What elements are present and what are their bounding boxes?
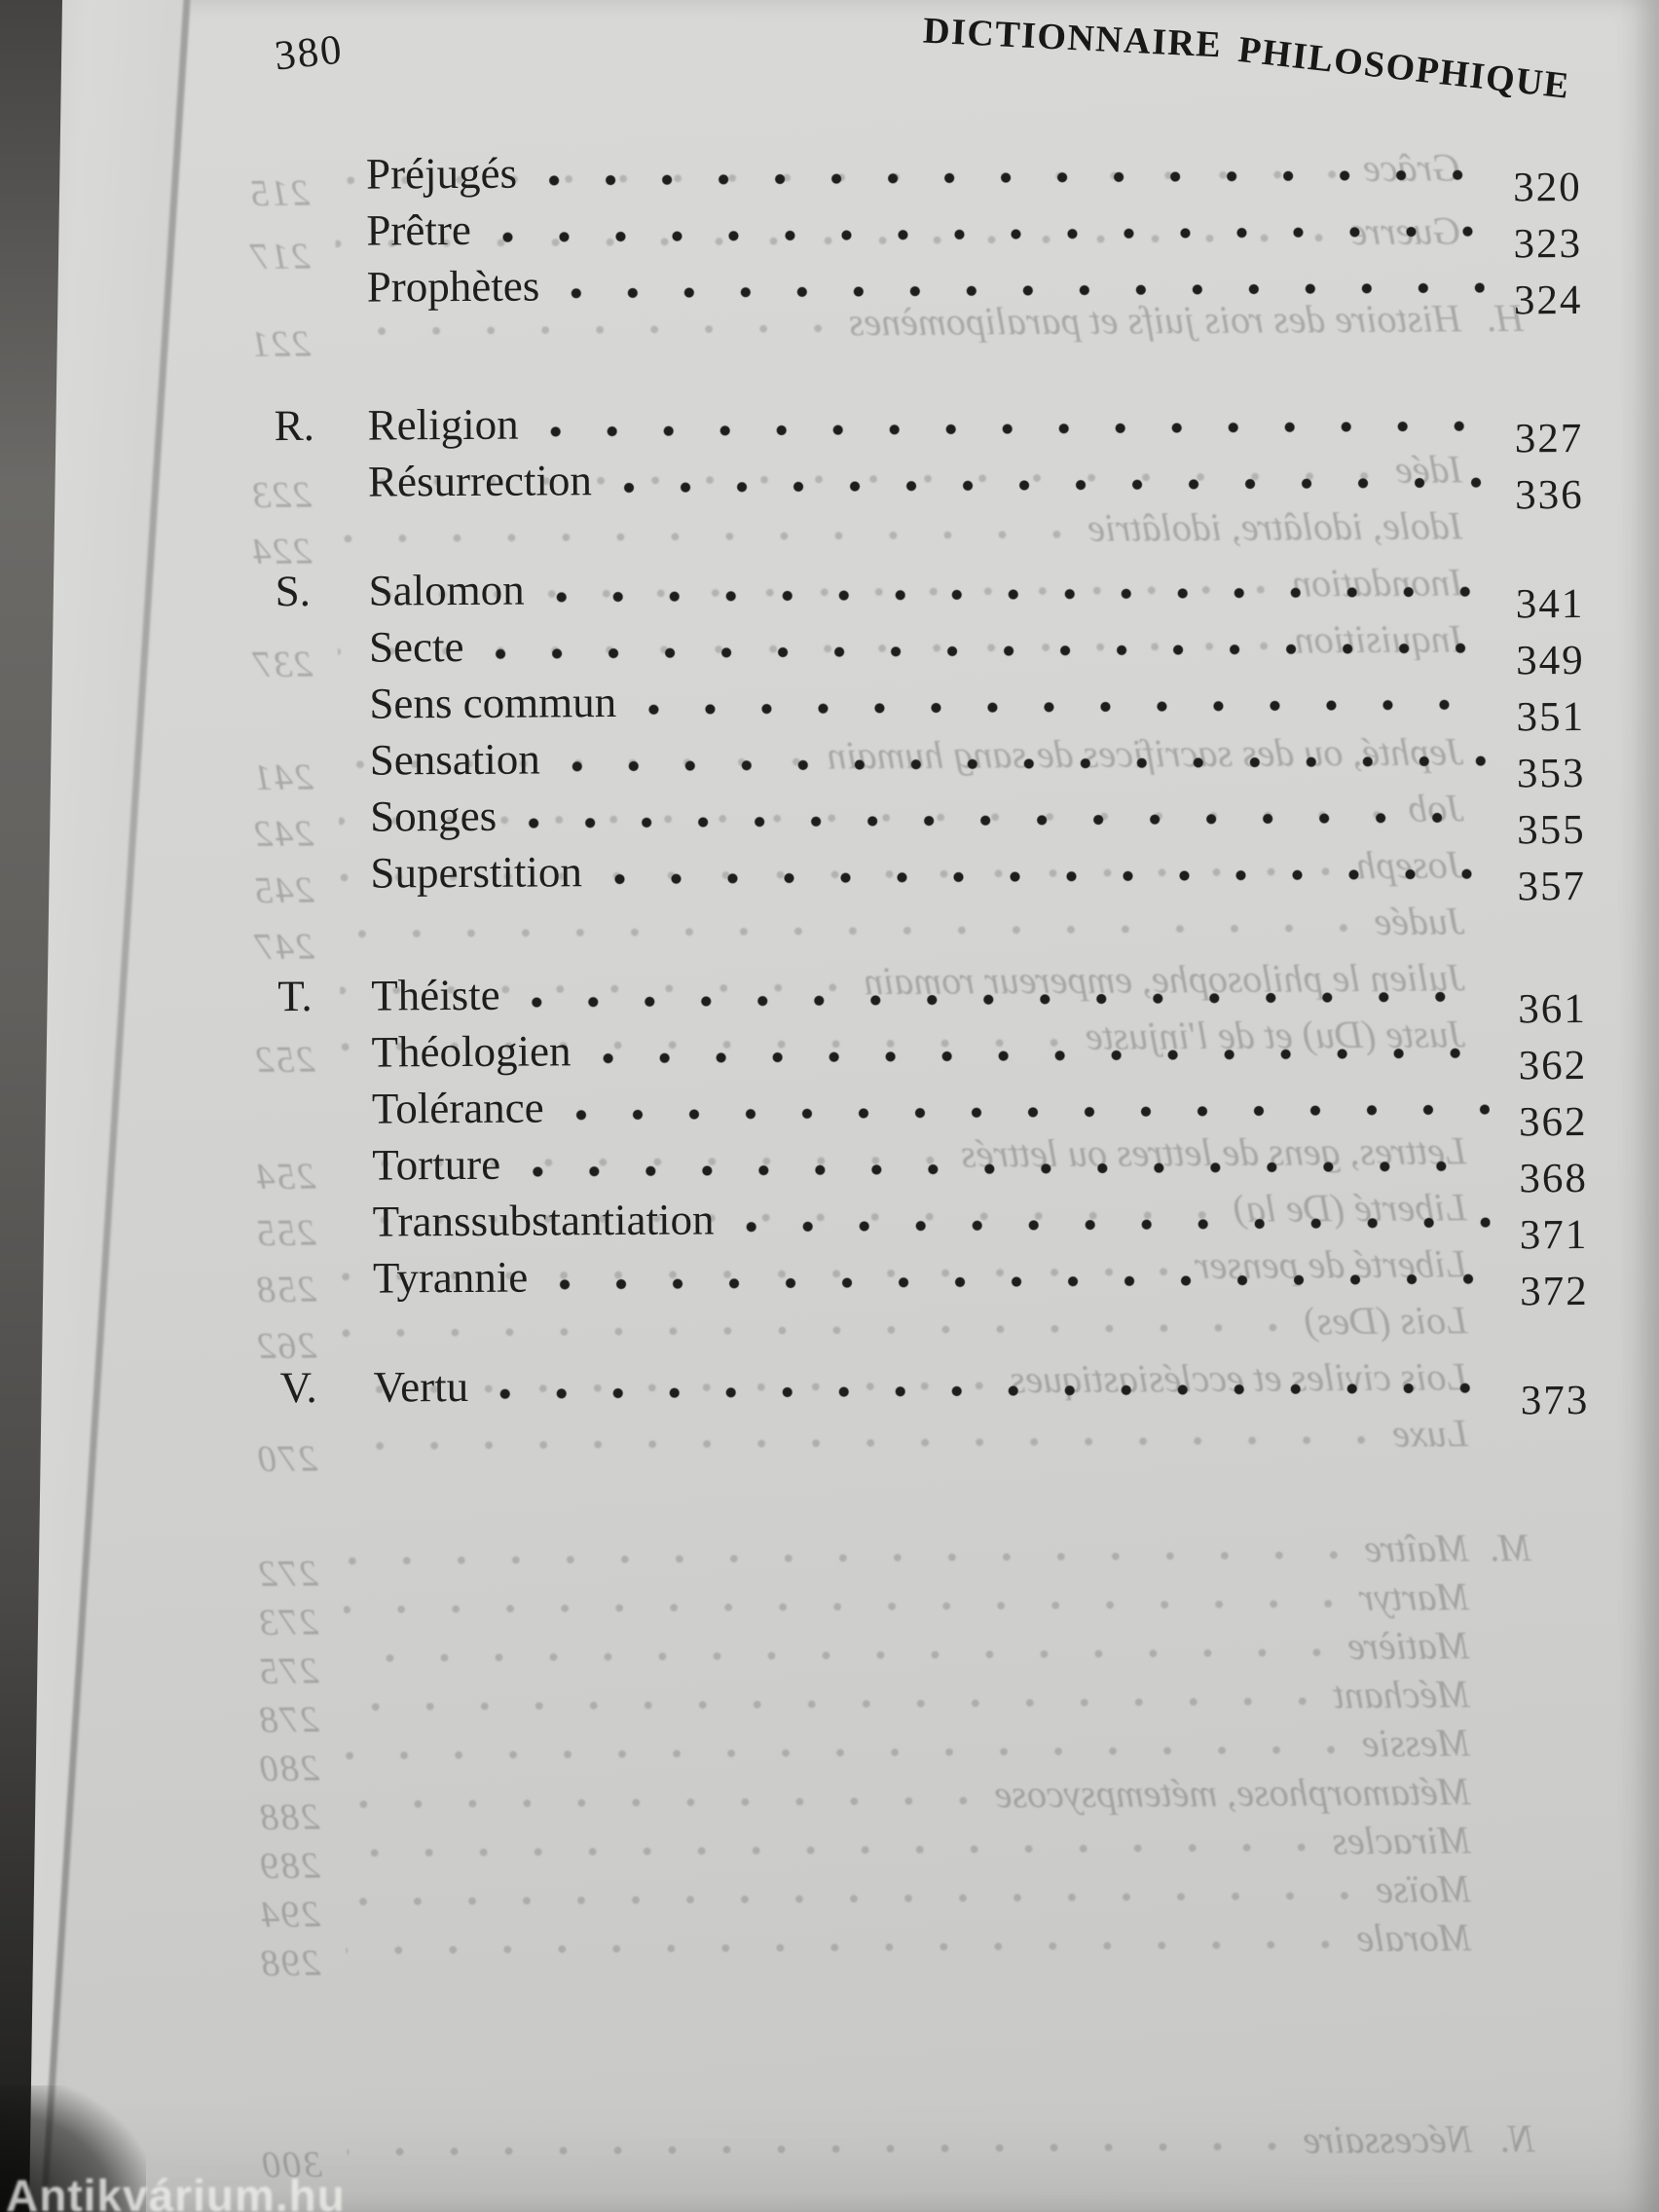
- entry-page-number: 362: [1518, 1098, 1588, 1146]
- entry-label: Vertu: [373, 1361, 469, 1412]
- dot-leader: [491, 638, 1488, 664]
- toc-row: Théologien 362: [277, 1011, 1607, 1088]
- toc-section: T. Théiste 361 Théologien 362 Tolérance …: [277, 954, 1609, 1315]
- entry-page-number: 373: [1520, 1377, 1590, 1424]
- dot-leader: [551, 581, 1487, 608]
- section-letter: S.: [275, 566, 312, 616]
- section-letter: T.: [277, 971, 313, 1021]
- dot-leader: [524, 807, 1489, 833]
- section-letter: R.: [274, 400, 315, 451]
- dot-leader: [496, 1378, 1492, 1404]
- section-letter: [275, 504, 368, 505]
- entry-page-number: 357: [1517, 863, 1587, 910]
- bleed-through-row: Morale 298: [239, 1902, 1533, 1984]
- dot-leader: [644, 694, 1488, 719]
- entry-page-number: 355: [1517, 806, 1586, 854]
- toc-row: Résurrection 336: [275, 440, 1604, 518]
- entry-label: Prophètes: [366, 261, 540, 312]
- ghost-dot-leader: [346, 1936, 1334, 1959]
- entry-page-number: 341: [1515, 580, 1585, 628]
- entry-page-number: 320: [1513, 164, 1582, 211]
- entry-label: Salomon: [368, 565, 525, 615]
- entry-page-number: 368: [1519, 1155, 1589, 1202]
- dot-leader: [527, 986, 1490, 1013]
- section-letter: V.: [279, 1362, 317, 1413]
- bleed-through-row: N. Nécessaire 300: [240, 2104, 1535, 2186]
- entry-page-number: 362: [1518, 1042, 1588, 1089]
- toc-row: S. Salomon 341: [275, 549, 1604, 628]
- ghost-dot-leader: [347, 2138, 1280, 2160]
- entry-page-number: 361: [1518, 985, 1587, 1033]
- ghost-entry-label: Nécessaire: [1303, 2117, 1473, 2162]
- entry-label: Tolérance: [371, 1083, 544, 1133]
- toc-row: V. Vertu 373: [279, 1346, 1609, 1423]
- dot-leader: [498, 221, 1485, 247]
- watermark-text: Antikvárium.hu: [6, 2170, 346, 2212]
- dot-leader: [567, 277, 1485, 304]
- entry-label: Secte: [368, 621, 464, 672]
- ghost-entry-label: Morale: [1356, 1915, 1472, 1961]
- section-letter: [274, 310, 367, 311]
- entry-page-number: 351: [1516, 693, 1586, 741]
- bottom-left-shadow: [0, 2085, 146, 2212]
- toc-row: Sensation 353: [276, 719, 1606, 797]
- entry-label: Tyrannie: [372, 1252, 529, 1303]
- entry-label: Sens commun: [369, 678, 617, 728]
- entry-label: Préjugés: [365, 148, 518, 199]
- table-of-contents: Préjugés 320 Prêtre 323 Prophètes 324 R.…: [273, 132, 1610, 1462]
- toc-row: Tolérance 362: [278, 1067, 1608, 1146]
- dot-leader: [528, 1156, 1491, 1182]
- entry-page-number: 353: [1516, 750, 1586, 797]
- entry-label: Religion: [367, 399, 519, 450]
- toc-row: Prophètes 324: [274, 245, 1604, 324]
- entry-label: Prêtre: [366, 204, 472, 255]
- toc-row: Torture 368: [278, 1124, 1608, 1202]
- entry-label: Superstition: [370, 847, 583, 898]
- dot-leader: [545, 416, 1486, 442]
- entry-page-number: 336: [1514, 471, 1584, 519]
- section-letter: [279, 1301, 373, 1302]
- entry-page-number: 372: [1519, 1268, 1589, 1315]
- toc-section: R. Religion 327 Résurrection 336: [274, 384, 1604, 519]
- toc-row: Sens commun 351: [276, 662, 1605, 740]
- toc-section: Préjugés 320 Prêtre 323 Prophètes 324: [273, 132, 1604, 324]
- dot-leader: [618, 472, 1487, 498]
- toc-row: Tyrannie 372: [279, 1236, 1609, 1315]
- entry-label: Théiste: [371, 970, 500, 1020]
- entry-page-number: 323: [1513, 220, 1583, 268]
- page-number-folio: 380: [272, 26, 346, 80]
- entry-page-number: 324: [1513, 276, 1583, 324]
- toc-row: Songes 355: [276, 775, 1606, 854]
- toc-row: R. Religion 327: [274, 384, 1604, 462]
- toc-row: Préjugés 320: [273, 132, 1603, 211]
- entry-page-number: 327: [1514, 415, 1584, 462]
- entry-page-number: 371: [1519, 1211, 1589, 1259]
- entry-label: Songes: [369, 791, 498, 841]
- dot-leader: [741, 1212, 1491, 1237]
- entry-label: Torture: [372, 1139, 501, 1190]
- toc-row: Superstition 357: [276, 831, 1606, 909]
- dot-leader: [598, 1043, 1490, 1069]
- toc-section: V. Vertu 373: [279, 1346, 1609, 1423]
- entry-label: Transsubstantiation: [372, 1195, 715, 1246]
- toc-row: Prêtre 323: [273, 189, 1603, 267]
- dot-leader: [555, 1269, 1492, 1295]
- ghost-page-number: 298: [259, 1942, 321, 1984]
- section-letter: [277, 896, 371, 897]
- toc-section: S. Salomon 341 Secte 349 Sens commun 351…: [275, 549, 1606, 910]
- entry-label: Résurrection: [367, 456, 593, 506]
- entry-label: Sensation: [369, 734, 540, 785]
- dot-leader: [544, 165, 1485, 191]
- toc-row: T. Théiste 361: [277, 954, 1607, 1033]
- dot-leader: [608, 864, 1489, 890]
- dot-leader: [567, 751, 1488, 777]
- toc-row: Transsubstantiation 371: [278, 1180, 1608, 1258]
- entry-page-number: 349: [1516, 637, 1585, 684]
- toc-row: Secte 349: [276, 606, 1605, 683]
- dot-leader: [571, 1099, 1491, 1125]
- entry-label: Théologien: [371, 1026, 571, 1077]
- ghost-section-letter: N.: [1498, 2116, 1535, 2161]
